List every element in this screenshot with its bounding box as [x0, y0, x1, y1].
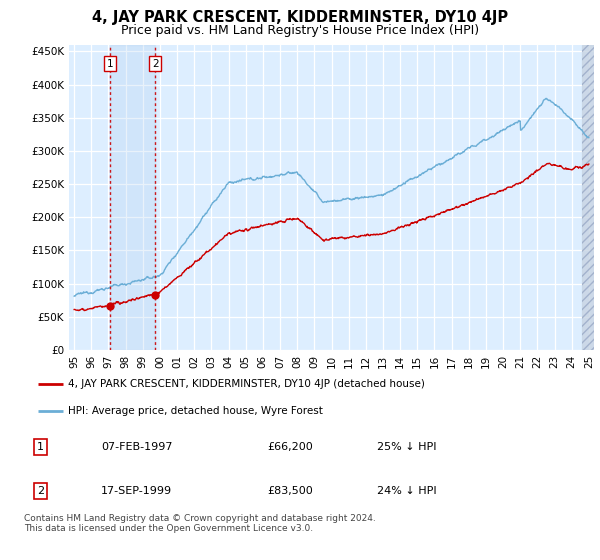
Text: Contains HM Land Registry data © Crown copyright and database right 2024.
This d: Contains HM Land Registry data © Crown c… [24, 514, 376, 534]
Text: 17-SEP-1999: 17-SEP-1999 [101, 486, 172, 496]
Text: Price paid vs. HM Land Registry's House Price Index (HPI): Price paid vs. HM Land Registry's House … [121, 24, 479, 36]
Text: £66,200: £66,200 [267, 442, 313, 452]
Bar [110, 45, 155, 350]
Text: 2: 2 [152, 59, 158, 68]
Text: 4, JAY PARK CRESCENT, KIDDERMINSTER, DY10 4JP: 4, JAY PARK CRESCENT, KIDDERMINSTER, DY1… [92, 10, 508, 25]
Text: HPI: Average price, detached house, Wyre Forest: HPI: Average price, detached house, Wyre… [68, 406, 323, 416]
Bar [582, 45, 600, 350]
Text: 24% ↓ HPI: 24% ↓ HPI [377, 486, 437, 496]
Bar [582, 45, 600, 350]
Text: 25% ↓ HPI: 25% ↓ HPI [377, 442, 437, 452]
Text: 1: 1 [107, 59, 113, 68]
Text: 2: 2 [37, 486, 44, 496]
Text: 07-FEB-1997: 07-FEB-1997 [101, 442, 173, 452]
Text: £83,500: £83,500 [267, 486, 313, 496]
Text: 4, JAY PARK CRESCENT, KIDDERMINSTER, DY10 4JP (detached house): 4, JAY PARK CRESCENT, KIDDERMINSTER, DY1… [68, 379, 425, 389]
Text: 1: 1 [37, 442, 44, 452]
